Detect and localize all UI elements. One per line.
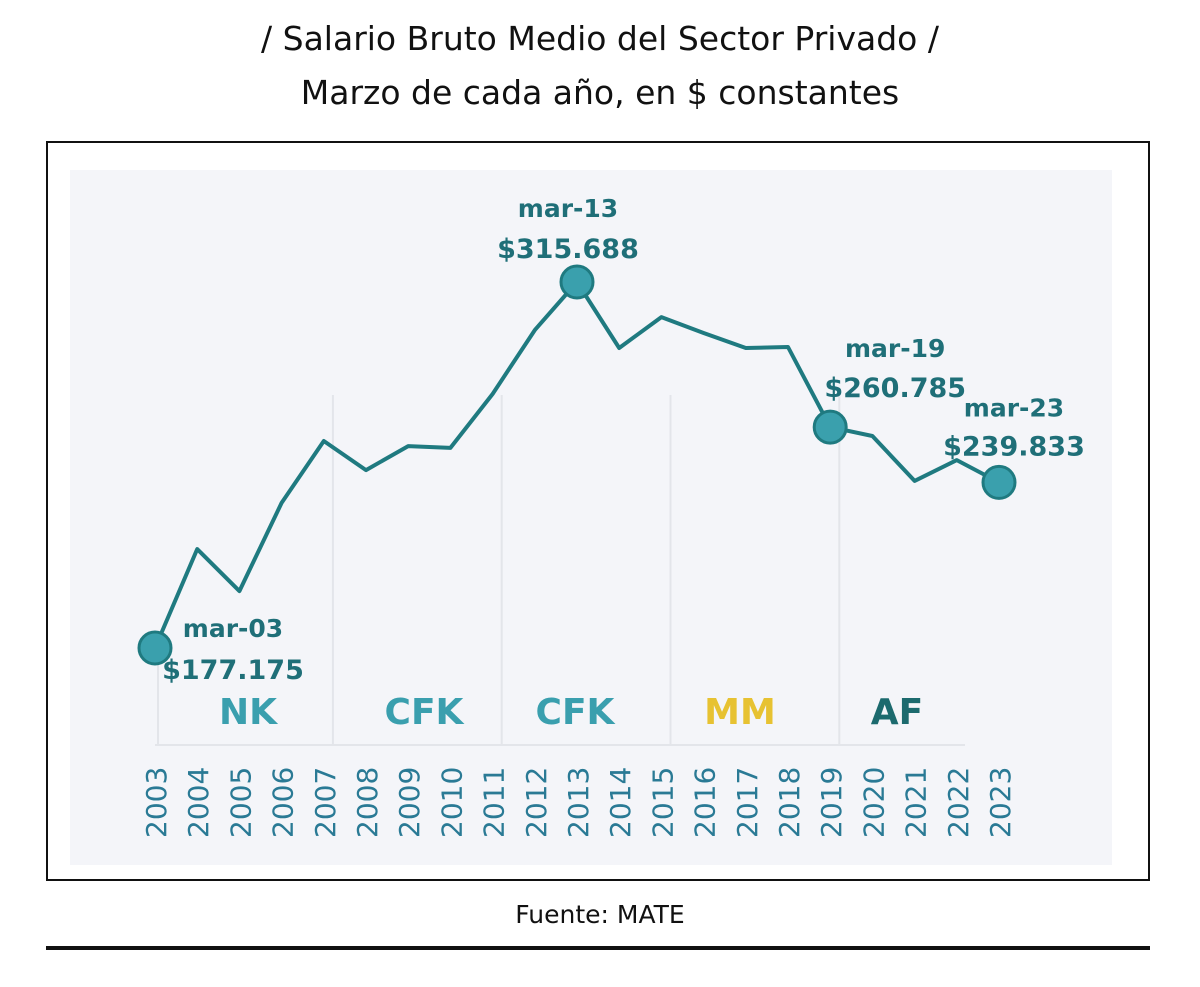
x-tick-label: 2015: [646, 767, 679, 838]
x-tick-label: 2021: [900, 767, 933, 838]
period-label-cfk: CFK: [385, 692, 465, 733]
period-label-nk: NK: [219, 692, 278, 733]
annotation-value: $260.785: [824, 373, 966, 404]
annotation-date: mar-03: [183, 614, 283, 643]
chart-title-line-2: Marzo de cada año, en $ constantes: [300, 73, 900, 112]
period-dividers: [155, 395, 965, 746]
x-tick-label: 2012: [520, 767, 553, 838]
period-label-cfk: CFK: [536, 692, 616, 733]
highlight-marker: [812, 409, 848, 445]
x-tick-label: 2014: [604, 767, 637, 838]
highlight-marker: [137, 630, 173, 666]
x-tick-label: 2017: [731, 767, 764, 838]
x-tick-label: 2005: [224, 767, 257, 838]
annotation-date: mar-23: [964, 393, 1064, 422]
annotation-date: mar-19: [845, 334, 945, 363]
x-tick-label: 2011: [478, 767, 511, 838]
highlight-markers: [137, 264, 1017, 666]
period-labels: NK CFK CFK MM AF: [219, 692, 923, 733]
annotation-value: $239.833: [943, 431, 1085, 462]
x-tick-label: 2009: [393, 767, 426, 838]
annotation-value: $315.688: [497, 234, 639, 265]
x-tick-label: 2022: [942, 767, 975, 838]
x-tick-label: 2010: [435, 767, 468, 838]
chart-title-line-1: / Salario Bruto Medio del Sector Privado…: [261, 19, 939, 58]
data-annotations: mar-03 $177.175 mar-13 $315.688 mar-19 $260.7…: [162, 194, 1085, 686]
x-tick-label: 2006: [267, 767, 300, 838]
x-tick-label: 2007: [309, 767, 342, 838]
x-tick-label: 2019: [815, 767, 848, 838]
x-tick-label: 2004: [182, 767, 215, 838]
period-label-af: AF: [871, 692, 923, 733]
x-tick-label: 2003: [140, 767, 173, 838]
annotation-value: $177.175: [162, 655, 304, 686]
source-note: Fuente: MATE: [515, 900, 685, 929]
highlight-marker: [981, 464, 1017, 500]
highlight-marker: [559, 264, 595, 300]
x-tick-label: 2008: [351, 767, 384, 838]
x-tick-label: 2016: [689, 767, 722, 838]
annotation-date: mar-13: [518, 194, 618, 223]
period-label-mm: MM: [704, 692, 776, 733]
x-tick-label: 2023: [984, 767, 1017, 838]
x-tick-label: 2020: [857, 767, 890, 838]
bottom-rule: [46, 946, 1150, 950]
x-axis-tick-labels: 2003 2004 2005 2006 2007 2008 2009 2010 2011 2012…: [140, 767, 1017, 838]
x-tick-label: 2013: [562, 767, 595, 838]
x-tick-label: 2018: [773, 767, 806, 838]
